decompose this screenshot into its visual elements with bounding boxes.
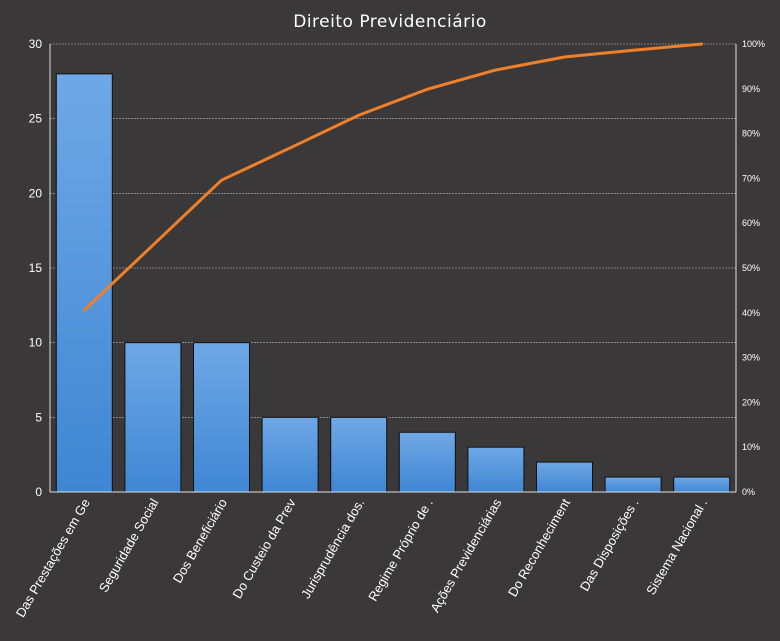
bar — [261, 416, 319, 493]
y-tick-label: 10 — [29, 336, 43, 350]
y2-axis-ticks: 0% 10% 20% 30% 40% 50% 60% 70% 80% 90% 100% — [742, 39, 765, 497]
y2-tick-label: 50% — [742, 263, 760, 273]
bar — [467, 446, 525, 493]
y-tick-label: 30 — [29, 37, 43, 51]
bar — [55, 73, 113, 493]
bars — [55, 73, 731, 493]
bar — [604, 476, 662, 493]
x-tick-label: Das Prestações em Ge — [13, 496, 93, 620]
x-tick-label: Do Custeio da Prev — [229, 496, 299, 602]
y2-tick-label: 10% — [742, 442, 760, 452]
y-tick-label: 0 — [35, 485, 42, 499]
axes — [49, 44, 737, 493]
y2-tick-label: 60% — [742, 218, 760, 228]
bar — [536, 461, 593, 493]
y2-tick-label: 100% — [742, 39, 765, 49]
cumulative-percent-line — [82, 42, 704, 312]
bar — [330, 416, 388, 493]
y2-tick-label: 20% — [742, 397, 760, 407]
y-tick-label: 5 — [35, 410, 42, 424]
y2-tick-label: 0% — [742, 487, 755, 497]
bar — [124, 342, 182, 493]
bar — [398, 431, 456, 493]
y2-tick-label: 80% — [742, 129, 760, 139]
cumulative-line — [82, 42, 704, 312]
y2-tick-label: 30% — [742, 353, 760, 363]
x-tick-label: Seguridade Social — [96, 496, 162, 595]
x-axis-ticks: Das Prestações em Ge Seguridade Social Dos… — [13, 496, 711, 620]
y2-tick-label: 90% — [742, 84, 760, 94]
y-tick-label: 20 — [29, 186, 43, 200]
y2-tick-label: 70% — [742, 173, 760, 183]
x-tick-label: Sistema Nacional . — [643, 496, 710, 597]
y-tick-label: 25 — [29, 112, 43, 126]
y2-tick-label: 40% — [742, 308, 760, 318]
x-tick-label: Do Reconheciment — [505, 496, 573, 600]
y-tick-label: 15 — [29, 261, 43, 275]
bar — [673, 476, 731, 493]
chart-title: Direito Previdenciário — [293, 12, 487, 32]
bar — [193, 342, 250, 493]
x-tick-label: Jurisprudência dos. — [298, 496, 367, 601]
y-axis-ticks: 0 5 10 15 20 25 30 — [29, 37, 43, 499]
x-tick-label: Ações Previdenciárias — [427, 496, 505, 615]
x-tick-label: Das Disposições . — [577, 496, 642, 594]
x-tick-label: Regime Próprio de . — [365, 496, 436, 604]
x-tick-label: Dos Beneficiário — [170, 496, 230, 585]
